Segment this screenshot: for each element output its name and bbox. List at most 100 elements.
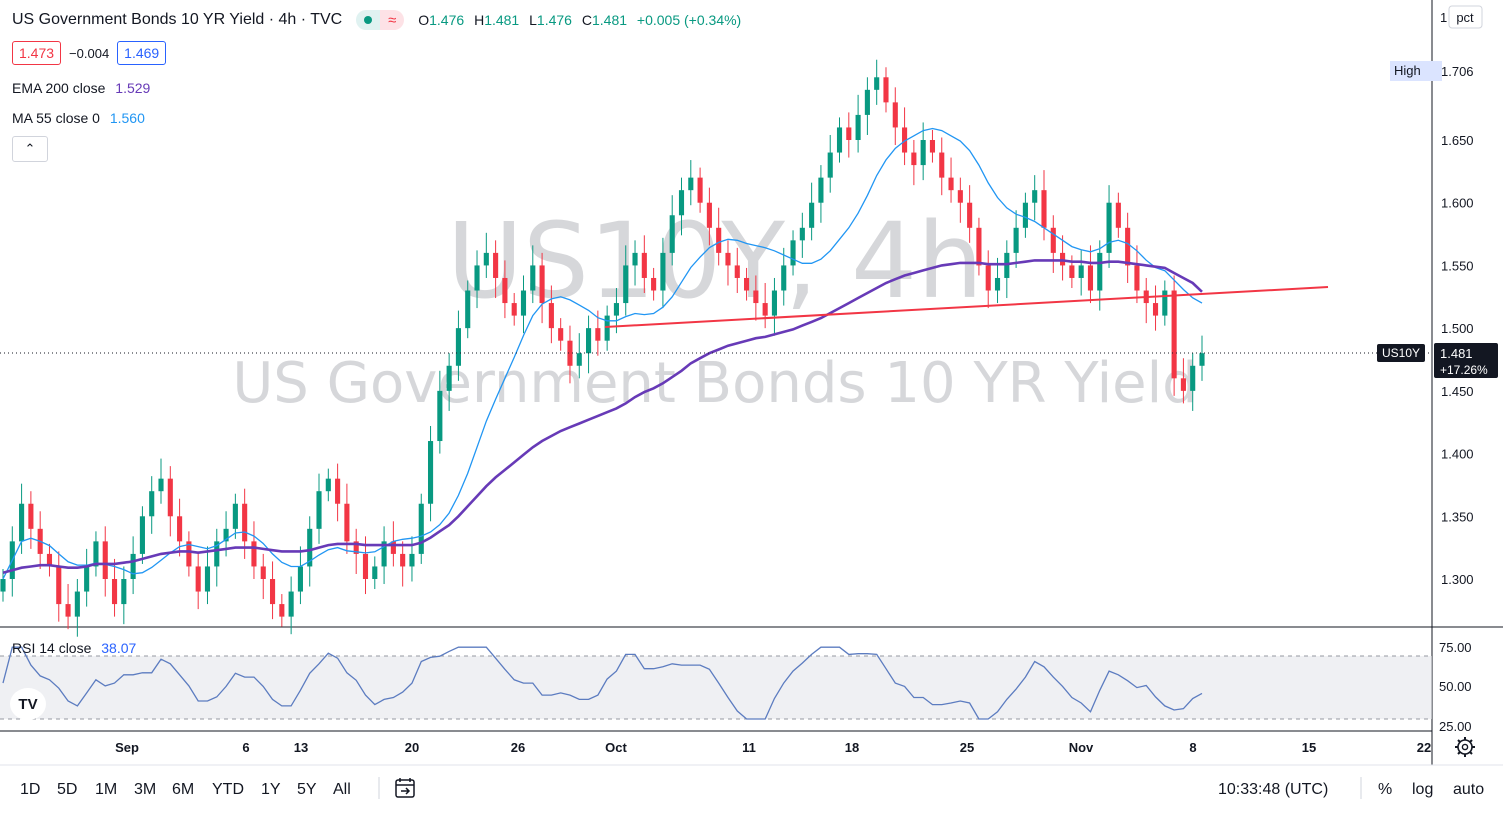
candle[interactable] bbox=[65, 604, 71, 617]
candle[interactable] bbox=[632, 252, 638, 266]
candle[interactable] bbox=[1190, 365, 1196, 391]
candle[interactable] bbox=[1013, 227, 1019, 253]
candle[interactable] bbox=[567, 340, 573, 366]
candle[interactable] bbox=[158, 478, 164, 492]
candle[interactable] bbox=[558, 328, 564, 341]
candle[interactable] bbox=[1050, 227, 1056, 253]
candle[interactable] bbox=[1097, 252, 1103, 291]
candle[interactable] bbox=[455, 328, 461, 366]
candle[interactable] bbox=[84, 566, 90, 592]
candle[interactable] bbox=[130, 553, 136, 579]
candle[interactable] bbox=[279, 604, 285, 617]
candle[interactable] bbox=[335, 478, 341, 504]
candle[interactable] bbox=[502, 277, 508, 304]
candle[interactable] bbox=[316, 491, 322, 529]
candle[interactable] bbox=[1078, 265, 1084, 278]
candle[interactable] bbox=[678, 190, 685, 216]
candle[interactable] bbox=[818, 177, 824, 203]
ema-legend[interactable]: EMA 200 close 1.529 bbox=[12, 80, 150, 96]
candle[interactable] bbox=[353, 541, 359, 554]
rsi-line[interactable] bbox=[2, 646, 1203, 720]
timeframe-button[interactable]: 1M bbox=[95, 781, 117, 798]
timeframe-button[interactable]: YTD bbox=[212, 781, 244, 798]
candle[interactable] bbox=[409, 553, 415, 567]
candle[interactable] bbox=[102, 541, 108, 579]
candle[interactable] bbox=[232, 503, 238, 529]
candle[interactable] bbox=[911, 152, 917, 166]
candle[interactable] bbox=[651, 277, 657, 291]
timeframe-button[interactable]: 5Y bbox=[297, 781, 317, 798]
timeframe-button[interactable]: 1D bbox=[20, 781, 40, 798]
candle[interactable] bbox=[576, 353, 582, 366]
buy-price-button[interactable]: 1.469 bbox=[117, 41, 167, 65]
candle[interactable] bbox=[948, 177, 954, 191]
candle[interactable] bbox=[325, 478, 331, 492]
candle[interactable] bbox=[1199, 353, 1205, 366]
candle[interactable] bbox=[771, 290, 778, 316]
candle[interactable] bbox=[697, 177, 703, 203]
candle[interactable] bbox=[1162, 290, 1168, 316]
candle[interactable] bbox=[883, 77, 889, 103]
candle[interactable] bbox=[799, 227, 805, 241]
candle[interactable] bbox=[307, 528, 313, 567]
candle[interactable] bbox=[362, 553, 369, 579]
candle[interactable] bbox=[976, 227, 982, 266]
candle[interactable] bbox=[149, 491, 155, 517]
candle[interactable] bbox=[967, 202, 973, 228]
candle[interactable] bbox=[1180, 378, 1186, 391]
candle[interactable] bbox=[1106, 202, 1112, 253]
candle[interactable] bbox=[1087, 265, 1094, 291]
candle[interactable] bbox=[957, 190, 963, 203]
candle[interactable] bbox=[520, 290, 527, 316]
candle[interactable] bbox=[548, 303, 554, 329]
candle[interactable] bbox=[613, 303, 619, 316]
rsi-legend[interactable]: RSI 14 close 38.07 bbox=[12, 640, 136, 656]
candle[interactable] bbox=[204, 566, 211, 592]
candle[interactable] bbox=[437, 390, 443, 442]
candle[interactable] bbox=[604, 315, 610, 341]
utc-clock[interactable]: 10:33:48 (UTC) bbox=[1218, 781, 1328, 798]
symbol-title[interactable]: US Government Bonds 10 YR Yield · 4h · T… bbox=[12, 11, 343, 28]
candle[interactable] bbox=[994, 277, 1001, 291]
candle[interactable] bbox=[288, 591, 294, 617]
candle[interactable] bbox=[474, 265, 480, 291]
candle[interactable] bbox=[493, 252, 499, 278]
candle[interactable] bbox=[121, 579, 127, 605]
candle[interactable] bbox=[1171, 290, 1177, 379]
candle[interactable] bbox=[809, 202, 815, 228]
timeframe-button[interactable]: 5D bbox=[57, 781, 77, 798]
candle[interactable] bbox=[372, 566, 378, 579]
candle[interactable] bbox=[465, 290, 471, 329]
candle[interactable] bbox=[669, 215, 675, 253]
candle[interactable] bbox=[46, 553, 53, 567]
candle[interactable] bbox=[762, 303, 768, 316]
candle[interactable] bbox=[446, 365, 452, 391]
candle[interactable] bbox=[511, 303, 517, 316]
candle[interactable] bbox=[1032, 190, 1038, 203]
candle[interactable] bbox=[28, 503, 34, 529]
candle[interactable] bbox=[836, 127, 843, 153]
log-scale-button[interactable]: log bbox=[1412, 781, 1433, 798]
candle[interactable] bbox=[74, 591, 80, 617]
candle[interactable] bbox=[706, 202, 712, 228]
candle[interactable] bbox=[186, 541, 192, 567]
candle[interactable] bbox=[93, 541, 99, 567]
candle[interactable] bbox=[19, 503, 25, 542]
candle[interactable] bbox=[427, 441, 434, 504]
candle[interactable] bbox=[214, 541, 220, 567]
auto-scale-button[interactable]: auto bbox=[1453, 781, 1484, 798]
candle[interactable] bbox=[781, 265, 787, 291]
candle[interactable] bbox=[688, 177, 694, 191]
candle[interactable] bbox=[297, 566, 303, 592]
timeframe-button[interactable]: All bbox=[333, 781, 351, 798]
market-status-pills[interactable]: ≈ bbox=[356, 10, 405, 30]
candle[interactable] bbox=[660, 252, 666, 291]
candle[interactable] bbox=[790, 240, 796, 266]
candle[interactable] bbox=[734, 265, 740, 278]
candle[interactable] bbox=[1152, 303, 1159, 316]
candle[interactable] bbox=[418, 503, 424, 554]
candle[interactable] bbox=[1022, 202, 1028, 228]
candle[interactable] bbox=[595, 328, 601, 341]
candle[interactable] bbox=[177, 516, 183, 542]
